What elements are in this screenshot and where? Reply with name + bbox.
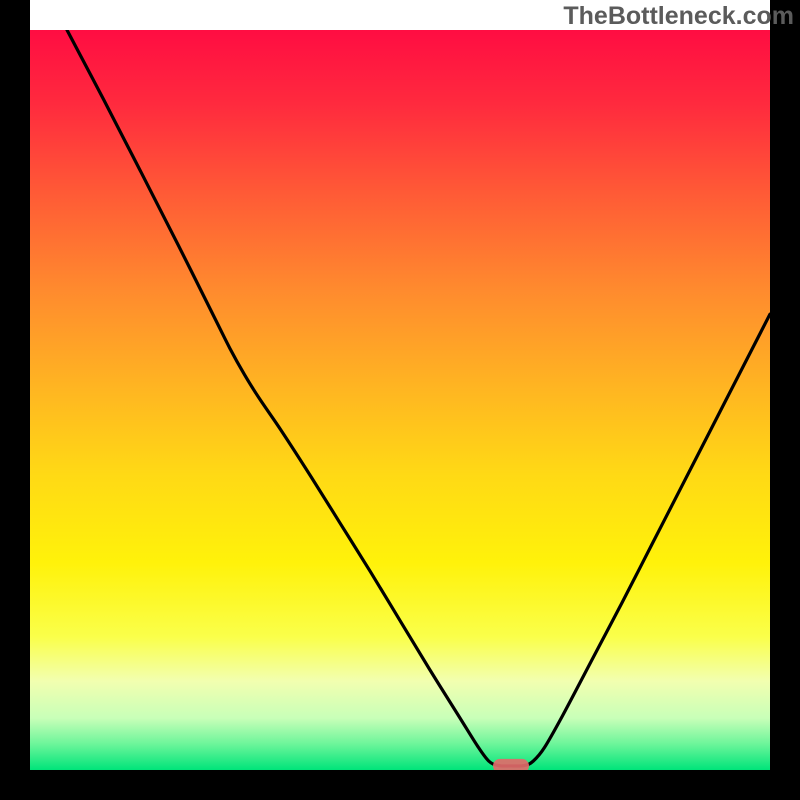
minimum-marker <box>493 759 529 770</box>
bottleneck-curve <box>30 30 770 770</box>
frame-right <box>770 0 800 800</box>
chart-container: TheBottleneck.com <box>0 0 800 800</box>
frame-left <box>0 0 30 800</box>
frame-bottom <box>0 770 800 800</box>
watermark-text: TheBottleneck.com <box>563 2 794 31</box>
plot-area <box>30 30 770 770</box>
